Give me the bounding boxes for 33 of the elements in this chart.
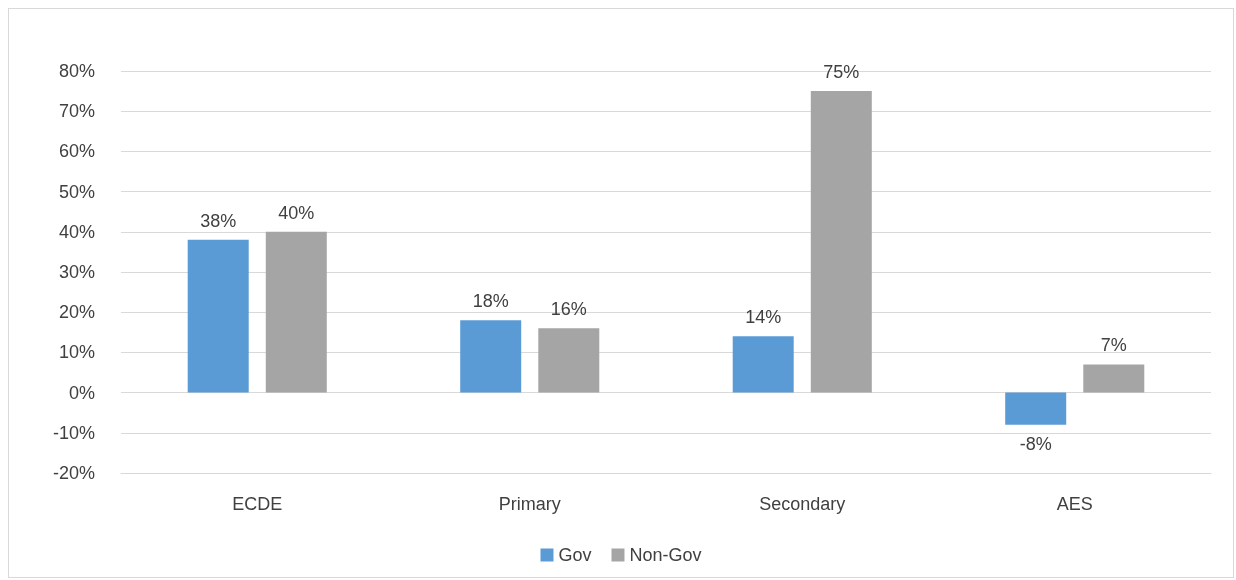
y-tick-label: 80%: [58, 61, 95, 81]
data-label: 7%: [1100, 335, 1127, 356]
y-tick-label: 20%: [58, 302, 95, 323]
y-tick-label: 40%: [58, 221, 95, 242]
y-tick-label: 50%: [58, 181, 95, 202]
bar: [265, 231, 327, 393]
x-tick-label: AES: [1056, 494, 1093, 514]
y-tick-label: -10%: [52, 422, 95, 443]
x-tick-label: Primary: [498, 494, 561, 514]
bar: [1005, 392, 1067, 425]
bar: [460, 320, 522, 393]
bar: [538, 328, 600, 393]
y-tick-label: 0%: [68, 382, 95, 403]
bar: [1083, 364, 1145, 393]
data-label: 75%: [823, 62, 860, 83]
y-tick-label: 60%: [58, 141, 95, 162]
legend-label: Gov: [558, 545, 592, 565]
bar: [732, 336, 794, 393]
data-label: 14%: [745, 307, 782, 328]
bar: [810, 91, 872, 393]
y-tick-label: 10%: [58, 342, 95, 363]
y-tick-label: -20%: [52, 463, 95, 483]
data-label: 16%: [550, 299, 587, 320]
data-label: -8%: [1019, 433, 1052, 454]
x-tick-label: ECDE: [232, 494, 283, 514]
data-label: 40%: [278, 202, 315, 223]
legend-label: Non-Gov: [629, 545, 702, 565]
data-label: 18%: [472, 291, 509, 312]
data-label: 38%: [200, 210, 237, 231]
bar: [187, 239, 249, 393]
y-tick-label: 70%: [58, 101, 95, 122]
y-tick-label: 30%: [58, 262, 95, 282]
x-tick-label: Secondary: [759, 494, 846, 514]
